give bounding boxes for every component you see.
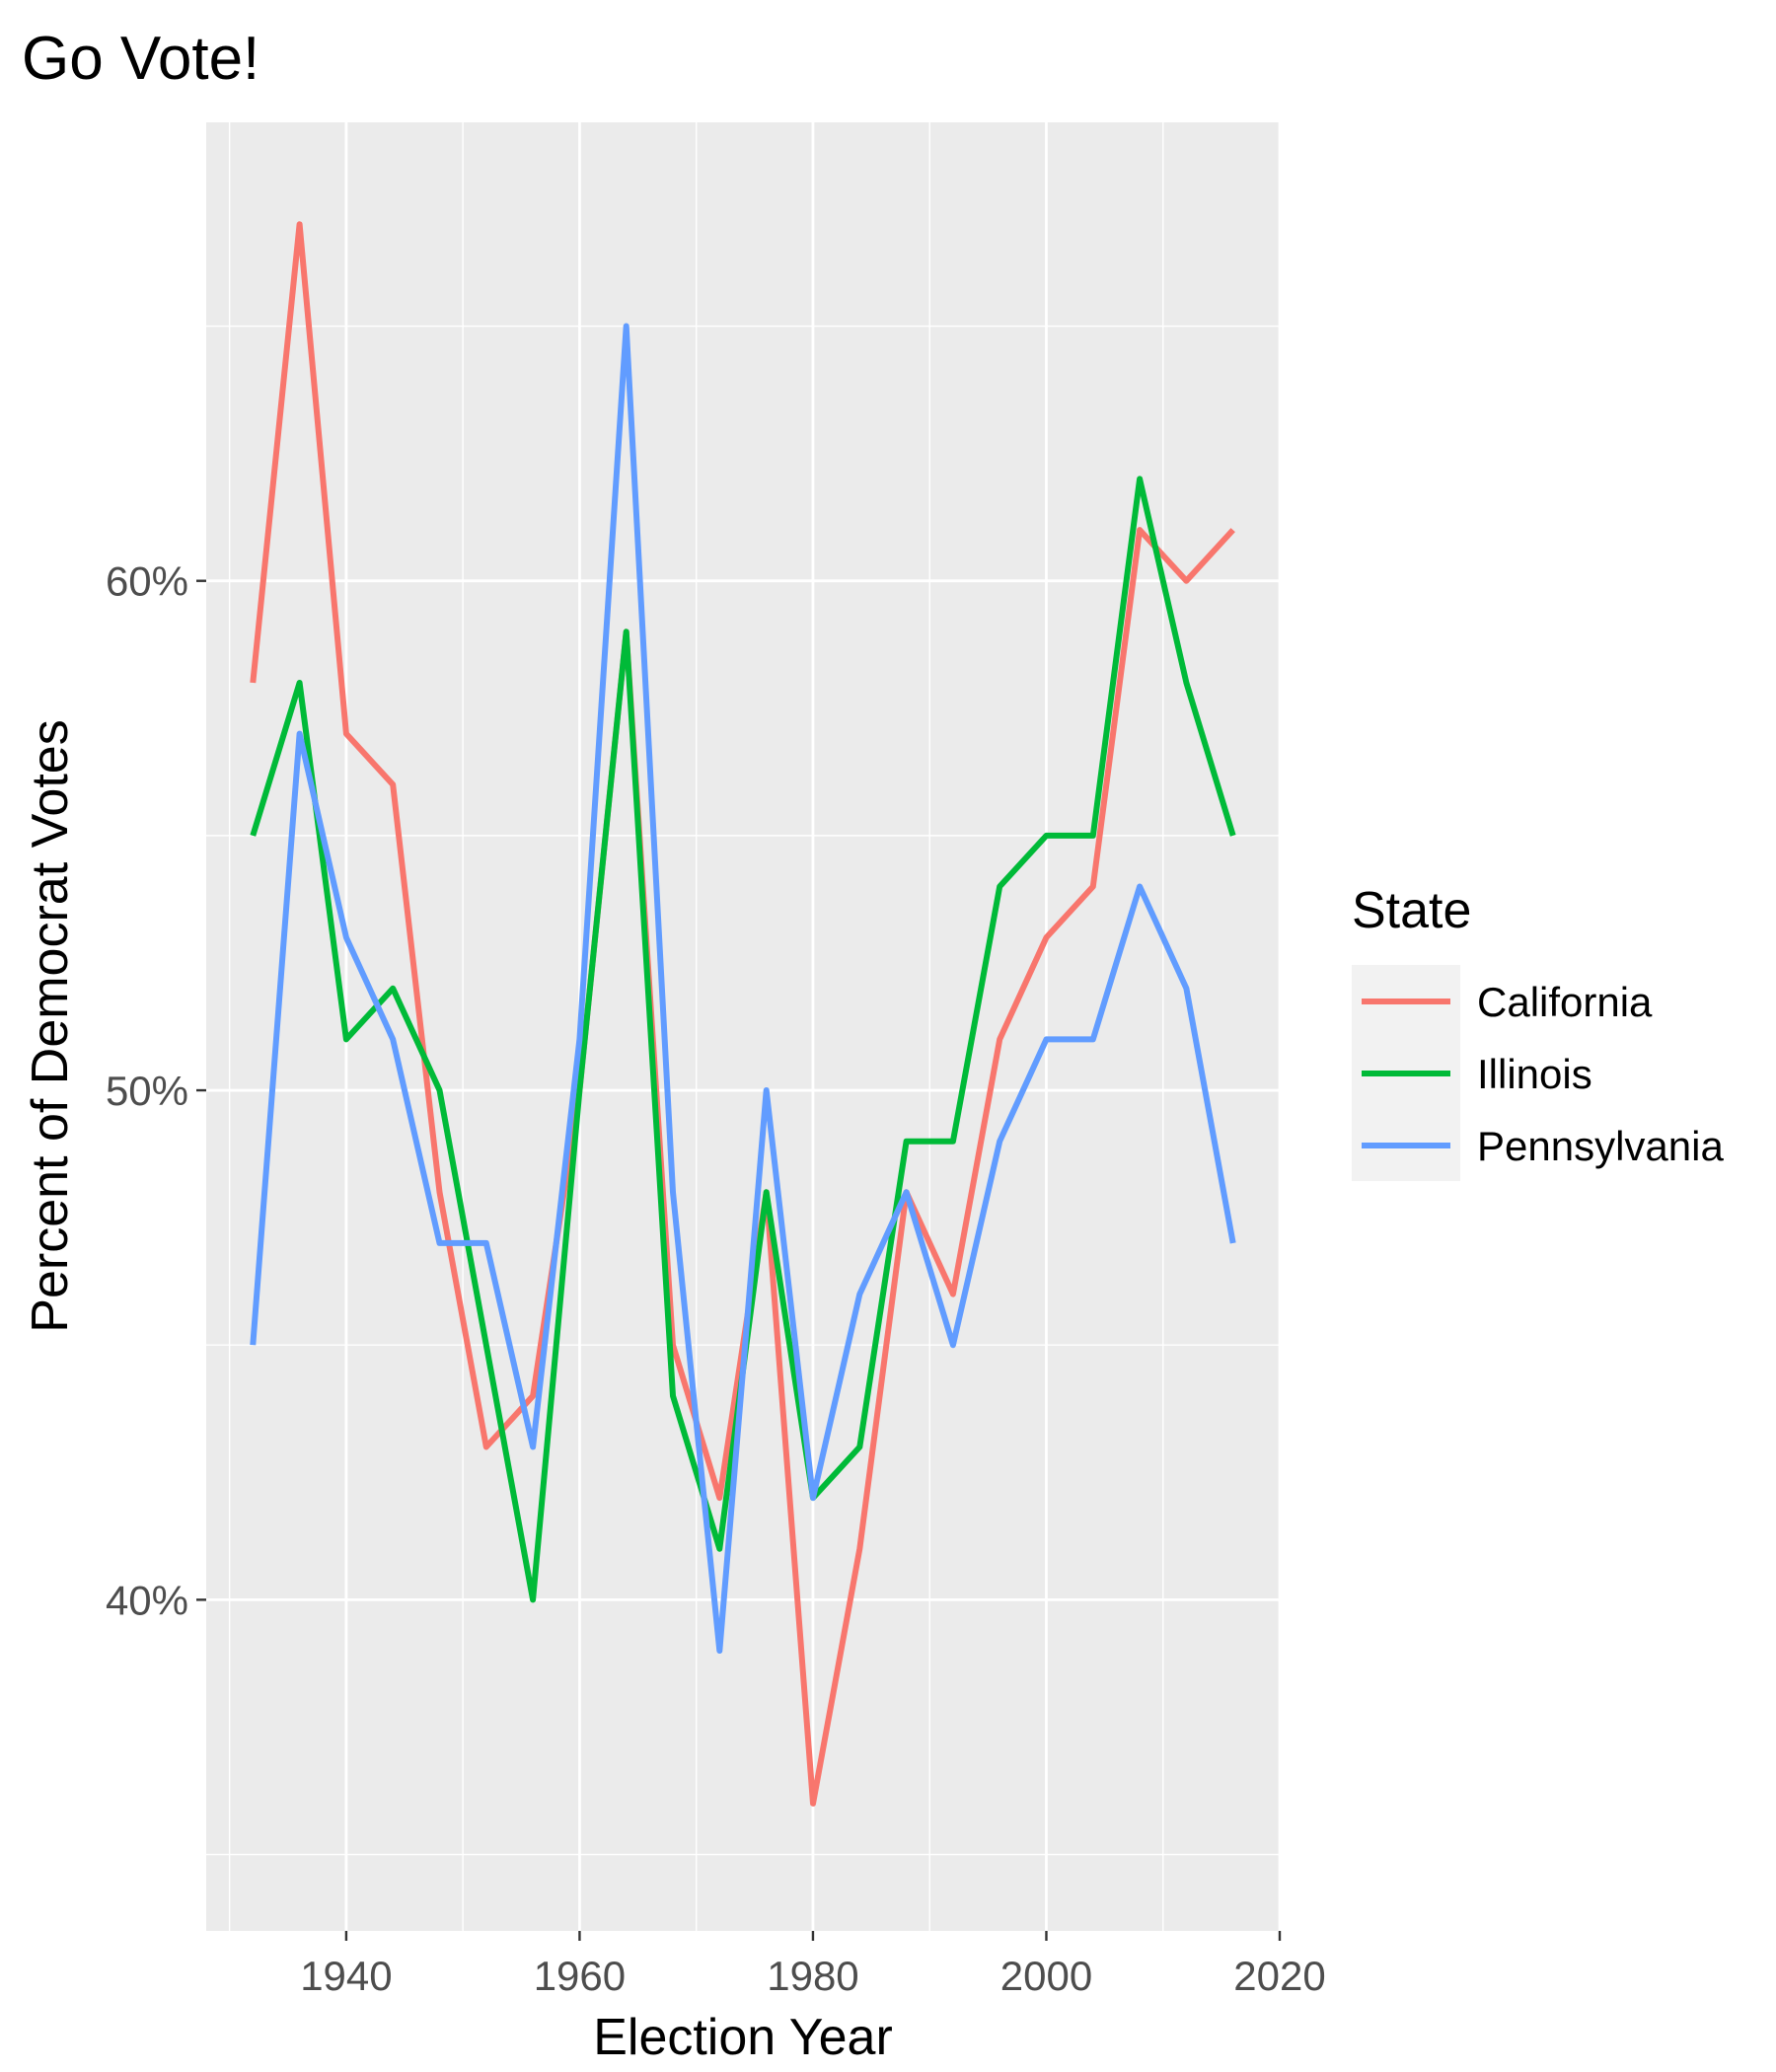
x-tick-label: 1940 bbox=[300, 1953, 392, 1999]
y-tick-label: 40% bbox=[106, 1577, 188, 1623]
x-tick-labels: 1940 1960 1980 2000 2020 bbox=[300, 1953, 1326, 1999]
x-axis-title: Election Year bbox=[593, 2009, 893, 2066]
x-tick-label: 1960 bbox=[534, 1953, 626, 1999]
plot-panel bbox=[206, 122, 1280, 1931]
series-line-pennsylvania bbox=[250, 323, 1236, 1654]
y-tick-labels: 40% 50% 60% bbox=[106, 558, 188, 1624]
minor-gridlines bbox=[206, 122, 1280, 1931]
legend-items: California Illinois Pennsylvania bbox=[1362, 979, 1724, 1169]
legend: State California Illinois Pennsylvania bbox=[1352, 882, 1724, 1181]
legend-title: State bbox=[1352, 882, 1471, 939]
chart-title: Go Vote! bbox=[22, 25, 259, 93]
x-tick-label: 2020 bbox=[1233, 1953, 1325, 1999]
y-axis-title: Percent of Democrat Votes bbox=[22, 719, 79, 1332]
major-gridlines bbox=[206, 122, 1282, 1931]
axis-ticks bbox=[196, 579, 1282, 1941]
y-tick-label: 50% bbox=[106, 1068, 188, 1114]
x-tick-label: 1980 bbox=[767, 1953, 858, 1999]
legend-label: Pennsylvania bbox=[1477, 1123, 1724, 1169]
y-tick-label: 60% bbox=[106, 558, 188, 605]
legend-label: Illinois bbox=[1477, 1051, 1592, 1097]
series-lines bbox=[250, 221, 1236, 1807]
x-tick-label: 2000 bbox=[1000, 1953, 1092, 1999]
legend-label: California bbox=[1477, 979, 1653, 1025]
